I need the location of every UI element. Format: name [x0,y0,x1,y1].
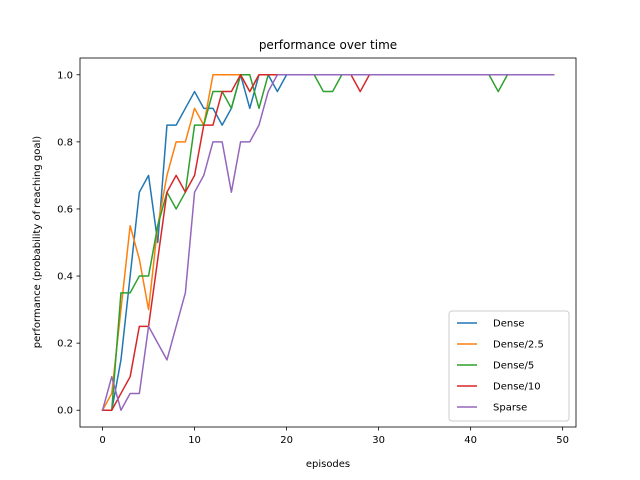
series-line-sparse [101,74,555,412]
y-tick-label: 0.8 [57,137,73,148]
y-tick-label: 1.0 [57,70,73,81]
legend-label: Sparse [493,403,527,414]
legend-frame [448,310,570,422]
y-axis-label: performance (probability of reaching goa… [32,136,43,348]
plot-area [101,74,555,412]
legend-label: Dense [493,319,525,330]
x-axis: 0 10 20 30 40 50 [99,427,569,446]
legend: Dense Dense/2.5 Dense/5 Dense/10 Sparse [448,310,570,422]
y-tick-label: 0.2 [57,339,73,350]
x-tick-label: 40 [464,435,477,446]
x-axis-label: episodes [306,459,350,470]
y-tick-label: 0.6 [57,204,73,215]
y-axis: 0.0 0.2 0.4 0.6 0.8 1.0 [57,70,80,417]
chart-title: performance over time [259,38,397,52]
legend-label: Dense/10 [493,382,541,393]
legend-label: Dense/2.5 [493,340,544,351]
x-tick-label: 20 [280,435,293,446]
y-tick-label: 0.0 [57,406,73,417]
x-tick-label: 50 [556,435,569,446]
x-tick-label: 30 [372,435,385,446]
x-tick-label: 0 [99,435,105,446]
legend-label: Dense/5 [493,361,534,372]
axes-frame [79,57,577,428]
x-tick-label: 10 [188,435,201,446]
y-tick-label: 0.4 [57,272,73,283]
